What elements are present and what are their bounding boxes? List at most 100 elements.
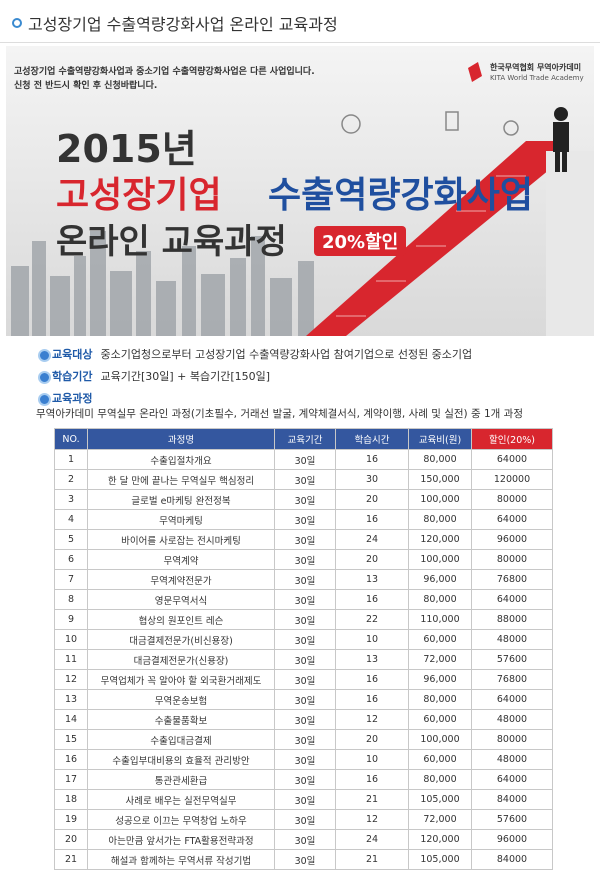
table-cell: 10 [54,629,88,650]
table-cell: 글로벌 e마케팅 완전정복 [87,489,275,510]
table-cell: 30일 [274,589,336,610]
table-cell: 협상의 원포인트 레슨 [87,609,275,630]
table-cell: 16 [335,669,409,690]
table-row: 6 무역계약 30일 20 100,000 80000 [54,549,553,570]
table-cell: 대금결제전문가(신용장) [87,649,275,670]
subtitle: 온라인 교육과정 [56,222,287,262]
table-cell: 84000 [471,789,553,810]
table-cell: 76800 [471,569,553,590]
table-cell: 30일 [274,509,336,530]
column-header: 할인(20%) [471,428,553,450]
table-cell: 30일 [274,729,336,750]
logo-sub: KITA World Trade Academy [490,74,584,82]
table-cell: 16 [54,749,88,770]
table-cell: 20 [335,729,409,750]
table-row: 1 수출입절차개요 30일 16 80,000 64000 [54,449,553,470]
table-cell: 96000 [471,829,553,850]
table-cell: 72,000 [408,649,472,670]
table-cell: 무역마케팅 [87,509,275,530]
info-label: 학습기간 [52,370,93,383]
table-cell: 64000 [471,449,553,470]
table-cell: 사례로 배우는 실전무역실무 [87,789,275,810]
table-header: NO. 과정명 교육기간 학습시간 교육비(원) 할인(20%) [54,428,553,450]
table-cell: 4 [54,509,88,530]
table-cell: 80,000 [408,509,472,530]
table-cell: 88000 [471,609,553,630]
table-cell: 30일 [274,829,336,850]
column-header: 교육기간 [274,428,336,450]
table-row: 8 영문무역서식 30일 16 80,000 64000 [54,589,553,610]
table-cell: 10 [335,749,409,770]
table-cell: 57600 [471,809,553,830]
table-cell: 통관관세환급 [87,769,275,790]
table-cell: 64000 [471,509,553,530]
table-cell: 무역계약 [87,549,275,570]
table-cell: 30일 [274,489,336,510]
table-cell: 120,000 [408,829,472,850]
title-red: 고성장기업 [56,175,222,216]
table-cell: 한 달 만에 끝나는 무역실무 핵심정리 [87,469,275,490]
table-cell: 72,000 [408,809,472,830]
table-cell: 12 [335,809,409,830]
table-cell: 15 [54,729,88,750]
table-cell: 48000 [471,749,553,770]
table-cell: 30일 [274,849,336,870]
table-cell: 80,000 [408,769,472,790]
column-header: 학습시간 [335,428,409,450]
banner-art [6,46,594,336]
info-label: 교육과정 [52,392,93,405]
table-cell: 96,000 [408,669,472,690]
info-label: 교육대상 [52,348,93,361]
table-cell: 100,000 [408,489,472,510]
table-cell: 30일 [274,809,336,830]
page-title: 고성장기업 수출역량강화사업 온라인 교육과정 [28,15,338,34]
info-text: 무역아카데미 무역실무 온라인 과정(기초필수, 거래선 발굴, 계약체결서식,… [36,408,523,420]
logo-name: 한국무역협회 무역아카데미 [490,63,582,72]
table-row: 4 무역마케팅 30일 16 80,000 64000 [54,509,553,530]
bullet-icon [12,18,22,28]
table-cell: 150,000 [408,469,472,490]
table-cell: 5 [54,529,88,550]
table-cell: 30일 [274,549,336,570]
table-cell: 80,000 [408,449,472,470]
discount-badge: 20%할인 [314,226,407,256]
table-cell: 성공으로 이끄는 무역창업 노하우 [87,809,275,830]
table-row: 18 사례로 배우는 실전무역실무 30일 21 105,000 84000 [54,789,553,810]
table-cell: 16 [335,589,409,610]
table-cell: 110,000 [408,609,472,630]
table-cell: 수출입부대비용의 효율적 관리방안 [87,749,275,770]
table-cell: 13 [335,569,409,590]
table-cell: 16 [335,689,409,710]
table-cell: 30일 [274,469,336,490]
table-cell: 13 [54,689,88,710]
notice-line: 고성장기업 수출역량강화사업과 중소기업 수출역량강화사업은 다른 사업입니다. [14,67,315,77]
table-cell: 24 [335,829,409,850]
table-row: 3 글로벌 e마케팅 완전정복 30일 20 100,000 80000 [54,489,553,510]
table-cell: 수출입대금결제 [87,729,275,750]
table-cell: 14 [54,709,88,730]
table-cell: 76800 [471,669,553,690]
table-cell: 21 [335,789,409,810]
table-row: 9 협상의 원포인트 레슨 30일 22 110,000 88000 [54,609,553,630]
table-cell: 24 [335,529,409,550]
table-cell: 64000 [471,689,553,710]
table-cell: 3 [54,489,88,510]
table-cell: 120000 [471,469,553,490]
table-cell: 30일 [274,609,336,630]
table-cell: 64000 [471,589,553,610]
table-row: 11 대금결제전문가(신용장) 30일 13 72,000 57600 [54,649,553,670]
table-cell: 80000 [471,549,553,570]
table-cell: 105,000 [408,789,472,810]
table-row: 19 성공으로 이끄는 무역창업 노하우 30일 12 72,000 57600 [54,809,553,830]
table-row: 21 해설과 함께하는 무역서류 작성기법 30일 21 105,000 84000 [54,849,553,870]
table-cell: 9 [54,609,88,630]
table-cell: 무역운송보험 [87,689,275,710]
table-cell: 105,000 [408,849,472,870]
table-cell: 48000 [471,709,553,730]
table-cell: 11 [54,649,88,670]
table-cell: 84000 [471,849,553,870]
info-text: 중소기업청으로부터 고성장기업 수출역량강화사업 참여기업으로 선정된 중소기업 [100,348,473,361]
table-cell: 20 [335,489,409,510]
table-cell: 대금결제전문가(비신용장) [87,629,275,650]
